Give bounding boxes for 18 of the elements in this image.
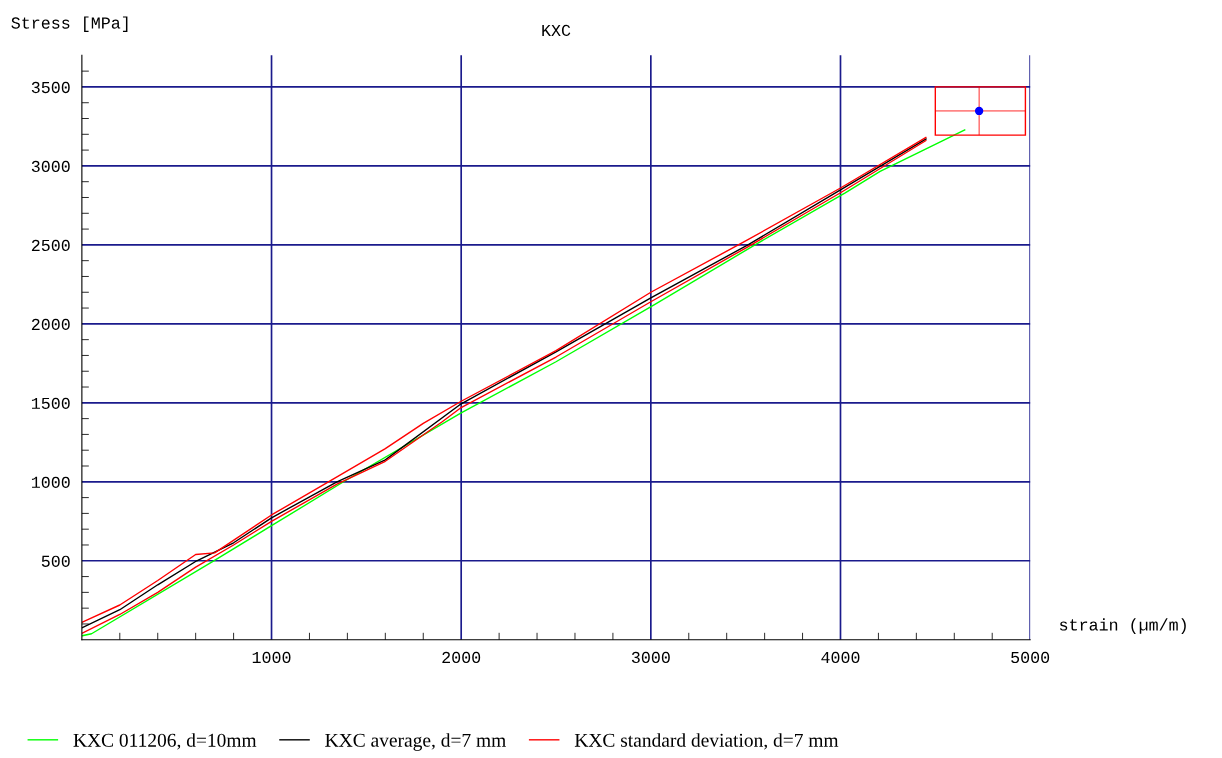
y-axis-title: Stress [MPa]: [11, 16, 128, 32]
y-tick-label: 1000: [31, 476, 70, 488]
y-tick-label: 2000: [31, 318, 70, 331]
chart-title: KXC: [542, 24, 571, 37]
legend-label: KXC standard deviation, d=7 mm: [574, 733, 839, 750]
y-tick-label: 500: [41, 555, 70, 567]
y-tick-label: 3500: [31, 81, 70, 94]
x-tick-label: 3000: [631, 651, 670, 664]
x-tick-label: 4000: [821, 651, 860, 664]
y-tick-label: 1500: [31, 397, 70, 410]
legend-label: KXC 011206, d=10mm: [73, 733, 257, 750]
legend-label: KXC average, d=7 mm: [325, 733, 506, 751]
x-tick-label: 2000: [442, 651, 481, 664]
x-axis-title: strain (µm/m): [1059, 618, 1186, 634]
x-tick-label: 5000: [1011, 651, 1050, 664]
x-tick-label: 1000: [252, 651, 291, 664]
y-tick-label: 3000: [31, 160, 70, 173]
y-tick-label: 2500: [31, 239, 70, 252]
